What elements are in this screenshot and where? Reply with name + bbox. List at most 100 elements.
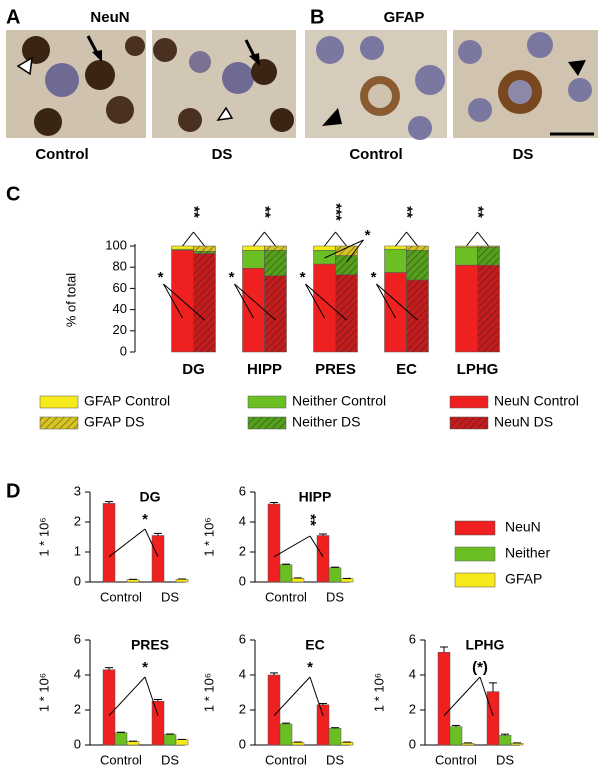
y-axis-label: % of total: [63, 273, 78, 327]
legend-label: NeuN Control: [494, 393, 579, 409]
x-tick-label: DS: [496, 752, 514, 767]
legend-label: Neither: [505, 545, 550, 561]
sig-line: [305, 283, 325, 319]
legend-swatch: [39, 416, 79, 430]
legend-label: Neither Control: [292, 393, 386, 409]
bar: [151, 701, 165, 746]
x-tick-label: PRES: [315, 361, 356, 378]
x-tick-label: DS: [161, 589, 179, 604]
y-axis-label: 1 * 10⁶: [371, 673, 386, 712]
y-tick-label: 60: [113, 280, 127, 295]
bar-segment: [335, 255, 358, 275]
legend-swatch: [454, 572, 496, 588]
bar-segment: [242, 249, 265, 269]
significance: *: [142, 511, 148, 528]
bar: [102, 669, 116, 746]
bar-segment: [384, 248, 407, 273]
sig-line: [253, 231, 265, 247]
y-tick-label: 6: [74, 631, 81, 646]
significance: **: [257, 206, 274, 218]
y-tick-label: 4: [74, 666, 81, 681]
chart-title: HIPP: [299, 489, 332, 505]
x-tick-label: LPHG: [457, 361, 499, 378]
y-axis-label: 1 * 10⁶: [36, 673, 51, 712]
bar: [316, 704, 330, 746]
sig-line: [309, 535, 324, 558]
bar: [114, 732, 128, 746]
sig-line: [479, 676, 494, 716]
y-tick-label: 20: [113, 322, 127, 337]
bar: [510, 743, 524, 746]
bar-segment: [264, 245, 287, 251]
bar-segment: [477, 245, 500, 248]
panel-letter: B: [310, 6, 324, 28]
bar: [486, 691, 500, 746]
bar-segment: [193, 251, 216, 254]
bar-segment: [313, 245, 336, 251]
panel-letter: A: [6, 6, 20, 28]
bar-segment: [455, 245, 478, 248]
legend-swatch: [454, 520, 496, 536]
bar: [291, 742, 305, 746]
legend-swatch: [247, 395, 287, 409]
bar: [340, 742, 354, 746]
sig-line: [466, 231, 478, 247]
legend-label: NeuN: [505, 519, 541, 535]
sig-line: [193, 231, 205, 247]
bar: [267, 503, 281, 583]
stain-label: GFAP: [384, 9, 425, 26]
bar-segment: [455, 246, 478, 266]
bar-segment: [193, 253, 216, 353]
bar: [461, 743, 475, 746]
significance: **: [399, 206, 416, 218]
bar-segment: [406, 245, 429, 251]
y-tick-label: 0: [74, 736, 81, 751]
legend-swatch: [39, 395, 79, 409]
y-tick-label: 2: [74, 513, 81, 528]
sig-line: [376, 283, 418, 321]
y-tick-label: 4: [409, 666, 416, 681]
bar: [126, 741, 140, 746]
y-tick-label: 0: [239, 573, 246, 588]
y-tick-label: 2: [409, 701, 416, 716]
sig-line: [335, 231, 347, 247]
y-axis-label: 1 * 10⁶: [36, 517, 51, 556]
significance: *: [300, 269, 306, 286]
legend-label: GFAP Control: [84, 393, 170, 409]
x-tick-label: Control: [435, 752, 477, 767]
bar: [449, 726, 463, 746]
chart-title: LPHG: [466, 637, 505, 653]
y-tick-label: 1: [74, 543, 81, 558]
y-tick-label: 2: [74, 701, 81, 716]
y-tick-label: 4: [239, 513, 246, 528]
bar: [102, 503, 116, 583]
bar: [328, 728, 342, 746]
x-tick-label: DS: [326, 752, 344, 767]
bar-segment: [242, 268, 265, 353]
y-tick-label: 100: [105, 237, 127, 252]
significance: **: [302, 514, 319, 526]
chart-title: EC: [305, 637, 324, 653]
bar: [291, 578, 305, 583]
sig-line: [376, 283, 396, 319]
group-label: DS: [513, 146, 534, 163]
sig-line: [346, 239, 364, 263]
y-tick-label: 0: [409, 736, 416, 751]
bar-segment: [406, 279, 429, 353]
y-tick-label: 40: [113, 301, 127, 316]
significance: *: [307, 659, 313, 676]
significance: *: [142, 659, 148, 676]
group-label: Control: [35, 146, 88, 163]
significance: *: [229, 269, 235, 286]
panel-a: A NeuN Control DS: [6, 6, 296, 163]
x-tick-label: Control: [265, 752, 307, 767]
bar-segment: [171, 245, 194, 250]
bar: [437, 652, 451, 746]
sig-line: [324, 231, 336, 247]
sig-line: [305, 283, 347, 321]
sig-line: [406, 231, 418, 247]
sig-line: [273, 676, 311, 716]
significance: *: [365, 227, 371, 244]
sig-line: [234, 283, 254, 319]
